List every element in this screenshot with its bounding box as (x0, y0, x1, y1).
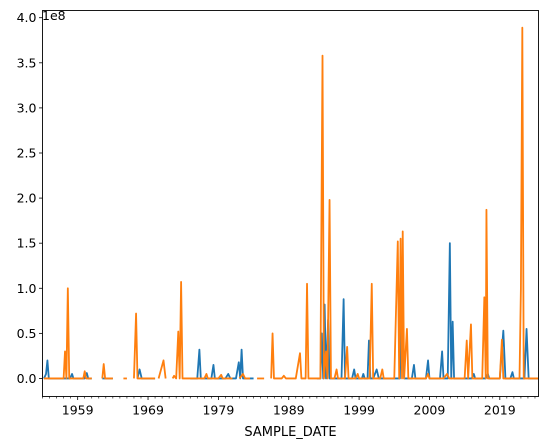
x-axis-label: SAMPLE_DATE (244, 425, 336, 440)
series-1-segment-5 (316, 242, 539, 380)
series-1-segment-1 (43, 359, 92, 380)
plot-lines (43, 26, 539, 380)
series-2-segment-7 (238, 373, 251, 380)
x-tick-label: 1969 (132, 403, 164, 418)
x-axis: 1959 1969 1979 1989 1999 2009 2019 (42, 396, 536, 418)
y-axis: 0.0 0.5 1.0 1.5 2.0 2.5 3.0 3.5 4.0 (17, 10, 43, 386)
x-tick-label: 1999 (343, 403, 375, 418)
x-tick-label: 1989 (273, 403, 305, 418)
x-tick-label: 2019 (484, 403, 516, 418)
y-tick-label: 3.0 (17, 100, 37, 115)
y-tick-label: 0.0 (17, 371, 37, 386)
y-tick-label: 1.5 (17, 236, 37, 251)
x-tick-label: 1979 (202, 403, 234, 418)
series-2-segment-2 (101, 363, 113, 380)
x-tick-label: 2009 (414, 403, 446, 418)
y-tick-label: 2.5 (17, 145, 37, 160)
series-1-segment-4 (190, 348, 254, 380)
x-tick-label: 1959 (62, 403, 94, 418)
y-tick-label: 0.5 (17, 326, 37, 341)
y-scale-label: 1e8 (42, 8, 66, 23)
series-1-segment-3 (136, 368, 156, 380)
series-2-segment-5 (157, 359, 167, 379)
y-tick-label: 3.5 (17, 55, 37, 70)
y-tick-label: 4.0 (17, 10, 37, 25)
y-tick-label: 2.0 (17, 191, 37, 206)
plot-frame (42, 10, 539, 397)
series-2-segment-9 (270, 26, 539, 380)
y-tick-label: 1.0 (17, 281, 37, 296)
series-2-segment-4 (133, 312, 156, 380)
series-2-segment-6 (171, 281, 233, 380)
series-2-segment-1 (43, 287, 92, 380)
